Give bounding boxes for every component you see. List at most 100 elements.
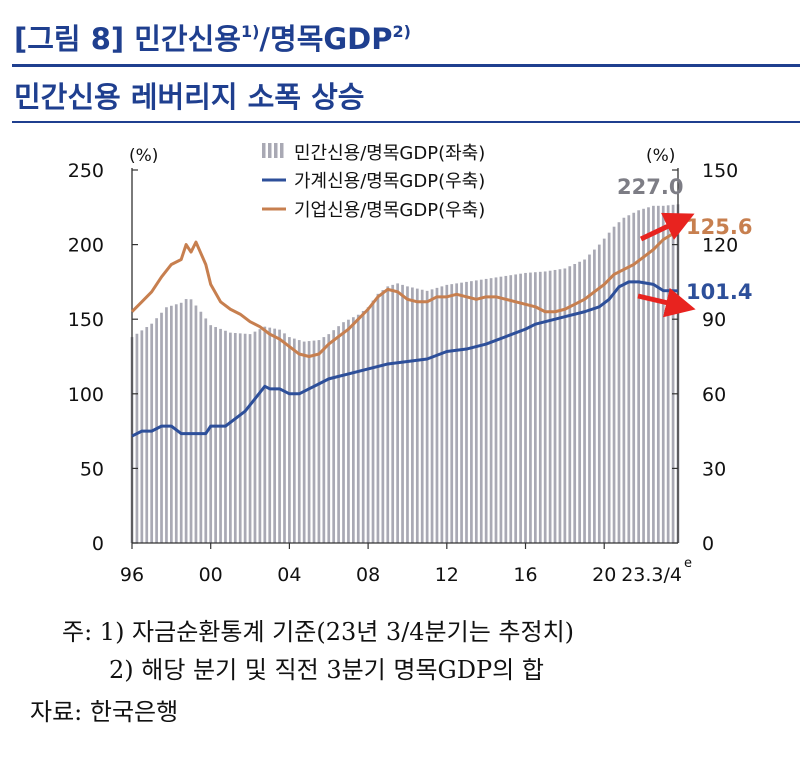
note-line-1: 주: 1) 자금순환통계 기준(23년 3/4분기는 추정치)	[62, 618, 575, 646]
bar-private-credit	[224, 330, 227, 543]
left-tick-label: 250	[68, 160, 104, 182]
bar-private-credit	[548, 270, 552, 543]
right-tick-label: 120	[702, 235, 738, 257]
bar-private-credit	[588, 254, 591, 544]
up-arrow	[639, 212, 695, 242]
bar-private-credit	[371, 300, 375, 543]
figure-title-mid: /명목GDP	[259, 22, 393, 56]
bar-private-credit	[597, 244, 601, 543]
bar-private-credit	[342, 322, 345, 543]
bar-private-credit	[381, 290, 385, 543]
bar-private-credit	[578, 261, 581, 543]
bar-private-credit	[563, 268, 567, 543]
bar-private-credit	[297, 340, 301, 543]
legend-label-private: 민간신용/명목GDP(좌축)	[294, 143, 485, 164]
bar-private-credit	[317, 340, 321, 543]
bar-private-credit	[445, 284, 449, 543]
bar-private-credit	[420, 289, 424, 543]
bar-private-credit	[450, 284, 454, 543]
bar-private-credit	[411, 287, 414, 543]
figure-title-text: [그림 8] 민간신용	[14, 22, 241, 56]
bar-private-credit	[268, 327, 272, 543]
bar-private-credit	[534, 272, 537, 543]
corporate-credit-line	[130, 229, 679, 358]
legend-label-corporate: 기업신용/명목GDP(우축)	[294, 200, 485, 221]
bar-private-credit	[553, 269, 557, 543]
annotation-household-credit: 101.4	[686, 280, 752, 304]
bar-private-credit	[204, 318, 208, 543]
bar-private-credit	[376, 293, 380, 543]
bar-private-credit	[278, 329, 281, 543]
bar-private-credit	[160, 312, 163, 543]
bar-private-credit	[425, 290, 429, 543]
left-tick-label: 50	[80, 458, 104, 480]
bar-private-credit	[209, 325, 213, 543]
x-tick-label: 20	[592, 564, 616, 586]
bar-private-credit	[583, 259, 586, 543]
bar-private-credit	[189, 299, 193, 543]
bar-private-credit	[292, 338, 296, 543]
bar-private-credit	[642, 208, 645, 543]
bar-private-credit	[135, 333, 139, 543]
bar-private-credit	[465, 281, 468, 543]
x-tick-label: 04	[277, 564, 301, 586]
down-arrow	[637, 287, 696, 318]
bar-private-credit	[494, 277, 498, 543]
note-line-2: 2) 해당 분기 및 직전 3분기 명목GDP의 합	[109, 656, 544, 684]
bar-private-credit	[593, 249, 596, 543]
left-tick-label: 200	[68, 235, 104, 257]
bar-private-credit	[396, 283, 399, 543]
bar-private-credit	[499, 276, 503, 543]
bar-private-credit	[199, 311, 203, 543]
left-tick-label: 0	[92, 533, 104, 555]
bar-private-credit	[484, 278, 488, 543]
x-tick-label: 96	[120, 564, 144, 586]
bar-private-credit	[632, 212, 636, 543]
bar-private-credit	[514, 274, 518, 543]
legend-label-household: 가계신용/명목GDP(우축)	[294, 171, 485, 192]
bar-private-credit	[302, 341, 306, 543]
bar-private-credit	[661, 205, 665, 543]
bar-private-credit	[671, 204, 675, 543]
bar-private-credit	[509, 275, 513, 543]
bar-private-credit	[558, 269, 562, 543]
bar-private-credit	[214, 327, 217, 543]
bar-private-credit	[479, 279, 483, 543]
x-end-label: 23.3/4	[621, 564, 682, 586]
bar-private-credit	[194, 305, 198, 543]
right-tick-label: 90	[702, 309, 726, 331]
right-tick-label: 150	[702, 160, 738, 182]
legend-swatch-bars	[268, 143, 272, 158]
bar-private-credit	[327, 334, 331, 543]
bar-private-credit	[366, 307, 370, 543]
legend-swatch-bars	[262, 143, 266, 158]
bar-private-credit	[253, 331, 257, 543]
bar-private-credit	[145, 327, 149, 543]
bar-private-credit	[415, 288, 419, 543]
bar-private-credit	[238, 333, 242, 543]
title-rule	[12, 64, 800, 67]
left-tick-label: 150	[68, 309, 104, 331]
bar-private-credit	[243, 333, 247, 543]
bar-private-credit	[524, 272, 527, 543]
bar-private-credit	[607, 232, 611, 543]
household-credit-line	[131, 280, 679, 438]
bar-private-credit	[391, 284, 395, 543]
bar-private-credit	[140, 330, 144, 543]
annotation-corporate-credit: 125.6	[686, 215, 752, 239]
bar-private-credit	[347, 319, 350, 543]
legend-swatch-bars	[274, 143, 278, 158]
bar-private-credit	[184, 299, 188, 543]
x-tick-label: 00	[199, 564, 223, 586]
bar-private-credit	[155, 318, 158, 543]
right-axis-unit: (%)	[646, 146, 675, 166]
bar-private-credit	[258, 329, 262, 543]
bar-private-credit	[283, 333, 286, 543]
footnote-mark-1: 1)	[240, 22, 260, 41]
bar-private-credit	[647, 207, 650, 544]
bar-private-credit	[474, 280, 478, 543]
bar-private-credit	[460, 282, 463, 543]
bar-private-credit	[356, 314, 360, 543]
bar-private-credit	[248, 334, 252, 543]
bar-private-credit	[573, 264, 577, 543]
